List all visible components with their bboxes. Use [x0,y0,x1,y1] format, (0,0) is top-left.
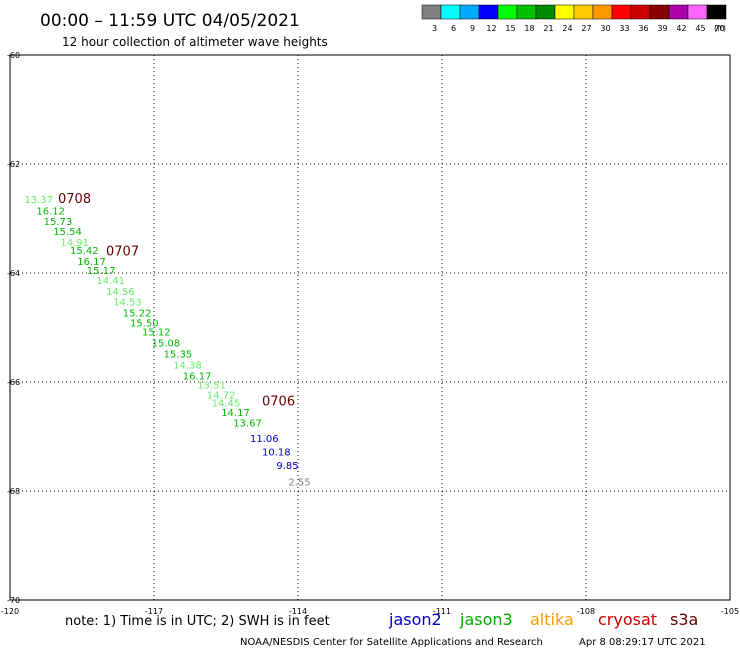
x-tick-label: -114 [289,607,307,616]
color-swatch [706,4,727,20]
chart-title: 00:00 – 11:59 UTC 04/05/2021 [40,11,300,31]
satellite-legend-item: jason2 [388,610,442,629]
wave-height-value: 15.50 [130,318,159,329]
color-swatch [497,4,518,20]
x-tick-label: -120 [1,607,19,616]
axis-ticks: -120 -117 -114 -111 -108 -105 -70 -68 -66 -64 -62 -… [1,51,739,616]
color-scale-label: 27 [581,24,591,33]
wave-height-value: 11.06 [250,434,279,445]
color-scale-label: 12 [486,24,496,33]
wave-height-value: 13.37 [24,195,53,206]
satellite-legend-item: altika [530,610,574,629]
satellite-legend-item: jason3 [459,610,513,629]
wave-height-value: 14.56 [106,287,135,298]
satellite-legend: jason2 jason3 altika cryosat s3a [388,610,698,629]
x-tick-label: -111 [433,607,451,616]
generated-timestamp: Apr 8 08:29:17 UTC 2021 [579,637,706,648]
color-scale-label: 36 [638,24,648,33]
wave-height-value: 14.41 [96,276,125,287]
wave-height-value: 15.54 [53,227,82,238]
wave-height-value: 14.72 [207,390,236,401]
color-swatch [478,4,499,20]
wave-height-value: 2.55 [288,478,310,489]
time-label: 0706 [262,394,295,409]
x-tick-label: -105 [721,607,739,616]
color-scale-label: 9 [470,24,475,33]
color-scale-label: 6 [451,24,456,33]
color-swatch [630,4,651,20]
y-tick-label: -60 [7,51,20,60]
color-swatch [516,4,537,20]
wave-height-value: 14.91 [60,238,89,249]
y-tick-label: -66 [7,378,20,387]
wave-height-value: 15.12 [142,328,171,339]
plot-frame [9,54,731,601]
wave-height-value: 14.53 [113,298,142,309]
wave-height-value: 14.17 [221,408,250,419]
color-scale-label: 18 [524,24,534,33]
color-scale-unit: (ft) [714,24,726,33]
color-swatch [421,4,442,20]
color-swatch [459,4,480,20]
color-scale-label: 39 [657,24,667,33]
wave-height-value: 14.38 [173,360,202,371]
grid-lines [10,55,730,600]
wave-height-value: 13.67 [233,419,262,430]
color-swatch [535,4,556,20]
x-tick-label: -117 [145,607,163,616]
color-scale-label: 21 [543,24,553,33]
wave-height-value: 15.17 [87,266,116,277]
time-label: 0708 [58,192,91,207]
color-swatch [611,4,632,20]
data-points: 13.3716.1215.7315.5414.9115.4216.1715.17… [24,195,310,488]
x-tick-label: -108 [577,607,595,616]
time-labels: 0708 0707 0706 [58,192,295,409]
color-scale: 3 6 9 12 15 18 21 24 27 30 33 36 39 42 45 70(ft) [421,4,727,33]
time-label: 0707 [106,245,139,260]
color-swatch [649,4,670,20]
y-tick-label: -68 [7,487,20,496]
color-swatch [554,4,575,20]
wave-height-value: 15.42 [70,246,99,257]
color-scale-label: 33 [619,24,629,33]
wave-height-value: 14.45 [212,399,241,410]
note-text: note: 1) Time is in UTC; 2) SWH is in fe… [65,614,330,629]
color-swatch [592,4,613,20]
color-scale-label: 3 [432,24,437,33]
chart-subtitle: 12 hour collection of altimeter wave hei… [62,35,328,49]
wave-height-value: 15.35 [164,349,193,360]
color-scale-label: 24 [562,24,572,33]
y-tick-label: -64 [7,269,20,278]
color-swatch [440,4,461,20]
wave-height-value: 16.17 [77,257,106,268]
wave-height-value: 16.12 [36,207,65,218]
color-swatch [668,4,689,20]
satellite-legend-item: s3a [670,610,698,629]
color-scale-label: 15 [505,24,515,33]
color-scale-label: 45 [695,24,705,33]
color-scale-label: 70 [714,24,724,33]
color-swatch [687,4,708,20]
wave-height-value: 9.85 [276,461,298,472]
satellite-legend-item: cryosat [598,610,657,629]
wave-height-value: 16.17 [183,371,212,382]
y-tick-label: -70 [7,596,20,605]
color-scale-label: 30 [600,24,610,33]
y-tick-label: -62 [7,160,20,169]
wave-height-value: 13.51 [197,381,226,392]
color-scale-label: 42 [676,24,686,33]
wave-height-value: 15.22 [123,309,152,320]
wave-height-value: 15.08 [152,339,181,350]
wave-height-value: 10.18 [262,448,291,459]
wave-height-value: 15.73 [44,217,73,228]
color-swatch [573,4,594,20]
credit-text: NOAA/NESDIS Center for Satellite Applica… [240,637,543,648]
